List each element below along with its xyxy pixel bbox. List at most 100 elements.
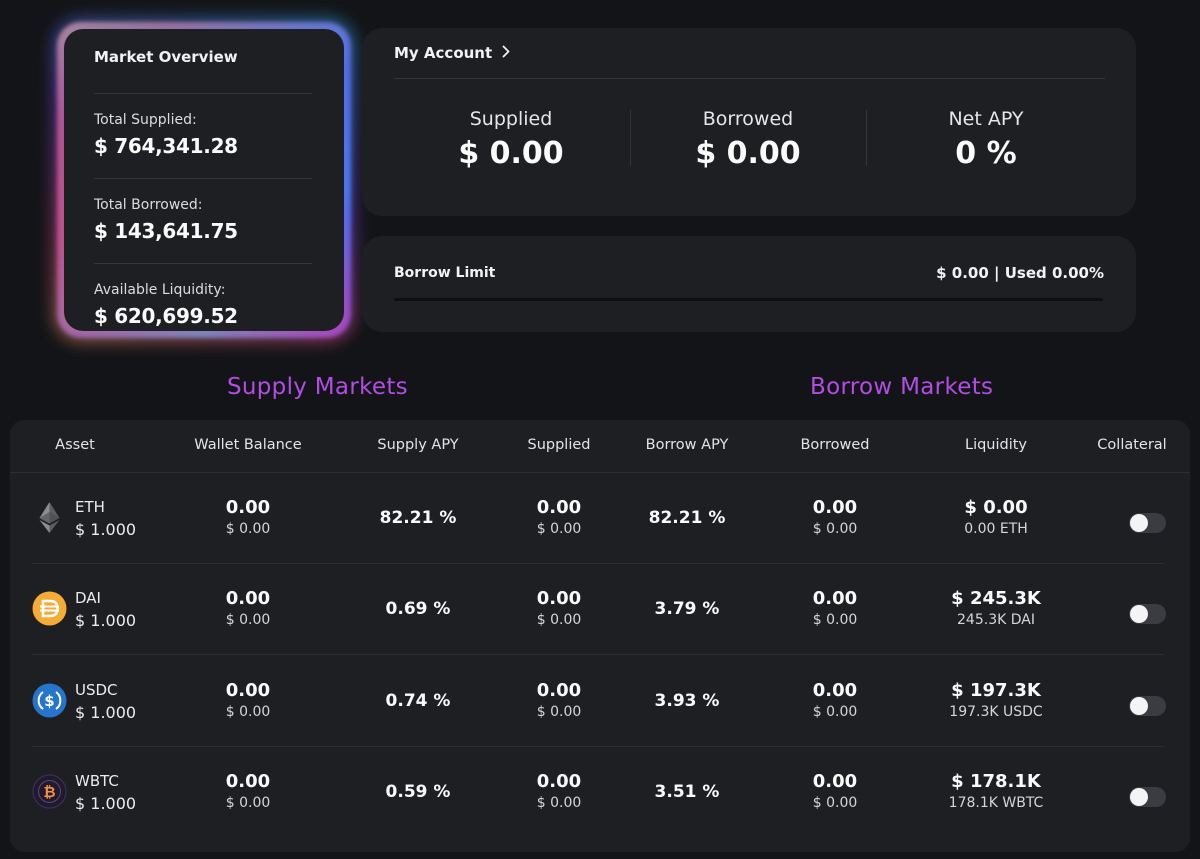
stat-label: Net APY: [948, 108, 1024, 130]
wallet-balance-usd: $ 0.00: [225, 521, 271, 537]
liquidity-cell: $ 245.3K 245.3K DAI: [951, 588, 1041, 628]
markets-table: Asset Wallet Balance Supply APY Supplied…: [10, 420, 1190, 852]
usdc-icon: $: [32, 683, 67, 718]
borrow-apy-cell: 82.21 %: [649, 508, 726, 528]
collateral-toggle[interactable]: [1129, 513, 1166, 533]
column-header-wallet-balance[interactable]: Wallet Balance: [194, 437, 302, 453]
stat-value: $ 143,641.75: [94, 219, 238, 243]
supply-apy: 82.21 %: [379, 508, 457, 528]
borrowed-amount: 0.00: [812, 588, 858, 609]
market-overview-card: Market Overview Total Supplied: $ 764,34…: [64, 29, 344, 331]
toggle-knob: [1130, 605, 1148, 623]
stat-label: Total Supplied:: [94, 112, 197, 128]
stat-label: Available Liquidity:: [94, 282, 226, 298]
supplied-cell: 0.00 $ 0.00: [537, 771, 582, 811]
divider: [94, 93, 312, 94]
asset-price: $ 1.000: [75, 520, 137, 539]
available-liquidity-stat: Available Liquidity: $ 620,699.52: [94, 264, 314, 348]
wallet-balance: 0.00: [225, 497, 271, 518]
borrowed-cell: 0.00 $ 0.00: [813, 771, 858, 811]
column-header-supply-apy[interactable]: Supply APY: [377, 437, 459, 453]
divider: [866, 110, 867, 166]
wallet-balance-cell: 0.00 $ 0.00: [226, 771, 271, 811]
collateral-toggle[interactable]: [1129, 604, 1166, 624]
wallet-balance: 0.00: [225, 680, 271, 701]
divider: [94, 178, 312, 179]
liquidity-amount: 0.00 ETH: [964, 521, 1028, 537]
borrowed-cell: 0.00 $ 0.00: [813, 497, 858, 537]
total-borrowed-stat: Total Borrowed: $ 143,641.75: [94, 179, 314, 263]
asset-name: ETH: [75, 498, 105, 516]
borrow-limit-progress-bar: [394, 298, 1103, 301]
liquidity-cell: $ 197.3K 197.3K USDC: [949, 680, 1042, 720]
liquidity-cell: $ 178.1K 178.1K WBTC: [949, 771, 1044, 811]
asset-price: $ 1.000: [75, 703, 137, 722]
stat-value: $ 620,699.52: [94, 304, 238, 328]
borrow-limit-value: $ 0.00 | Used 0.00%: [936, 264, 1104, 282]
supplied-cell: 0.00 $ 0.00: [537, 680, 582, 720]
column-header-borrowed[interactable]: Borrowed: [800, 437, 870, 453]
supply-apy-cell: 0.69 %: [386, 599, 451, 619]
supplied-cell: 0.00 $ 0.00: [537, 588, 582, 628]
liquidity-amount: 245.3K DAI: [957, 612, 1035, 628]
table-row[interactable]: DAI $ 1.000 0.00 $ 0.00 0.69 % 0.00 $ 0.…: [32, 564, 1166, 655]
stat-value: $ 0.00: [458, 136, 564, 171]
liquidity-cell: $ 0.00 0.00 ETH: [964, 497, 1028, 537]
asset-price: $ 1.000: [75, 611, 137, 630]
svg-text:$: $: [44, 692, 54, 710]
divider: [32, 654, 1164, 655]
wallet-balance-cell: 0.00 $ 0.00: [226, 588, 271, 628]
borrow-apy: 3.79 %: [654, 599, 720, 619]
column-header-collateral[interactable]: Collateral: [1097, 437, 1167, 453]
asset-name: DAI: [75, 589, 101, 607]
asset-name: USDC: [75, 681, 118, 699]
borrowed-usd: $ 0.00: [812, 521, 858, 537]
borrow-limit-label: Borrow Limit: [394, 265, 496, 281]
supplied-usd: $ 0.00: [536, 795, 582, 811]
borrowed-amount: 0.00: [812, 680, 858, 701]
stat-value: $ 0.00: [695, 136, 801, 171]
wallet-balance-usd: $ 0.00: [225, 612, 271, 628]
liquidity-amount: 178.1K WBTC: [948, 795, 1044, 811]
stat-value: 0 %: [955, 136, 1017, 171]
stat-value: $ 764,341.28: [94, 134, 238, 158]
supplied-amount: 0.00: [536, 588, 582, 609]
asset-name: WBTC: [75, 772, 119, 790]
wallet-balance: 0.00: [225, 771, 271, 792]
supplied-usd: $ 0.00: [536, 612, 582, 628]
account-borrowed-stat: Borrowed $ 0.00: [630, 108, 866, 171]
borrow-apy: 3.93 %: [654, 691, 720, 711]
table-row[interactable]: ₿ WBTC $ 1.000 0.00 $ 0.00 0.59 % 0.00 $…: [32, 747, 1166, 838]
borrowed-cell: 0.00 $ 0.00: [813, 680, 858, 720]
column-header-asset[interactable]: Asset: [55, 437, 95, 453]
divider: [94, 263, 312, 264]
borrowed-cell: 0.00 $ 0.00: [813, 588, 858, 628]
my-account-link[interactable]: My Account: [394, 44, 510, 62]
wallet-balance: 0.00: [225, 588, 271, 609]
supply-apy-cell: 82.21 %: [380, 508, 457, 528]
column-header-supplied[interactable]: Supplied: [527, 437, 591, 453]
supply-apy-cell: 0.59 %: [386, 782, 451, 802]
stat-label: Total Borrowed:: [94, 197, 203, 213]
borrow-markets-title: Borrow Markets: [810, 374, 994, 400]
wallet-balance-cell: 0.00 $ 0.00: [226, 497, 271, 537]
collateral-toggle[interactable]: [1129, 787, 1166, 807]
borrowed-usd: $ 0.00: [812, 704, 858, 720]
borrow-limit-card: Borrow Limit $ 0.00 | Used 0.00%: [362, 236, 1136, 332]
total-supplied-stat: Total Supplied: $ 764,341.28: [94, 94, 314, 178]
chevron-right-icon: [502, 44, 510, 62]
borrow-apy-cell: 3.93 %: [655, 691, 720, 711]
table-row[interactable]: ETH $ 1.000 0.00 $ 0.00 82.21 % 0.00 $ 0…: [32, 473, 1166, 564]
liquidity-usd: $ 245.3K: [951, 588, 1041, 609]
wbtc-icon: ₿: [32, 774, 67, 809]
collateral-toggle[interactable]: [1129, 696, 1166, 716]
table-row[interactable]: $ USDC $ 1.000 0.00 $ 0.00 0.74 % 0.00 $…: [32, 656, 1166, 747]
supply-apy-cell: 0.74 %: [386, 691, 451, 711]
toggle-knob: [1130, 514, 1148, 532]
borrowed-amount: 0.00: [812, 497, 858, 518]
column-header-borrow-apy[interactable]: Borrow APY: [645, 437, 729, 453]
supplied-amount: 0.00: [536, 497, 582, 518]
wallet-balance-usd: $ 0.00: [225, 704, 271, 720]
column-header-liquidity[interactable]: Liquidity: [964, 437, 1028, 453]
stat-label: Supplied: [469, 108, 553, 130]
